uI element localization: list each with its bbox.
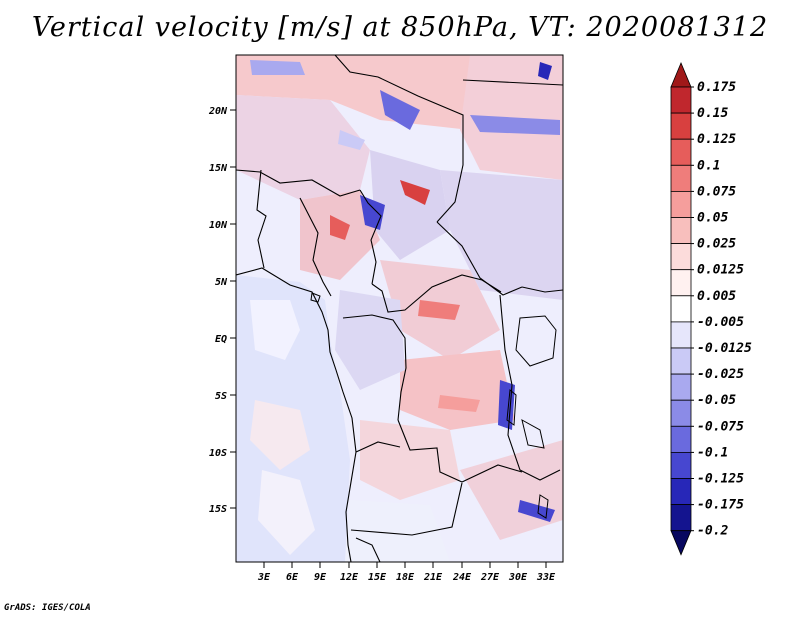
lon-tick-label: 9E xyxy=(314,572,327,583)
lat-axis: 20N 15N 10N 5N EQ 5S 10S 15S xyxy=(208,106,236,515)
colorbar-label: -0.005 xyxy=(697,315,744,330)
colorbar-swatch xyxy=(670,425,692,453)
colorbar-swatch xyxy=(670,451,692,479)
colorbar-swatch xyxy=(670,112,692,140)
colorbar-swatch xyxy=(670,138,692,166)
lon-tick-label: 33E xyxy=(536,572,556,583)
colorbar-label: 0.025 xyxy=(697,237,736,252)
colorbar: 0.175 0.15 0.125 0.1 0.075 0.05 0.025 0.0125 0.0… xyxy=(670,61,752,556)
colorbar-label: 0.005 xyxy=(697,289,736,304)
colorbar-swatch xyxy=(670,295,692,323)
colorbar-label: 0.125 xyxy=(697,132,736,147)
lat-tick-label: 10N xyxy=(209,220,228,231)
velocity-field xyxy=(236,55,563,562)
lat-tick-label: 5N xyxy=(215,277,228,288)
political-boundaries xyxy=(236,55,563,562)
colorbar-swatch xyxy=(670,164,692,192)
colorbar-label: -0.0125 xyxy=(697,341,752,356)
lon-tick-label: 21E xyxy=(423,572,443,583)
colorbar-swatch xyxy=(670,504,692,532)
lon-tick-label: 27E xyxy=(480,572,500,583)
colorbar-swatch xyxy=(670,478,692,506)
colorbar-label: 0.0125 xyxy=(697,263,744,278)
map-frame xyxy=(235,54,564,563)
lon-tick-label: 18E xyxy=(396,572,415,583)
lat-tick-label: 5S xyxy=(215,391,227,402)
lon-axis: 3E 6E 9E 12E 15E 18E 21E 24E 27E 30E 33E xyxy=(257,562,556,583)
colorbar-swatch xyxy=(670,243,692,271)
grads-credit: GrADS: IGES/COLA xyxy=(4,603,91,613)
lon-tick-label: 3E xyxy=(257,572,271,583)
lat-tick-label: 20N xyxy=(208,106,228,117)
lat-tick-label: EQ xyxy=(215,334,227,345)
colorbar-swatch xyxy=(670,86,692,114)
colorbar-swatch xyxy=(670,61,692,88)
colorbar-label: 0.075 xyxy=(697,184,736,199)
colorbar-swatch xyxy=(670,269,692,297)
colorbar-label: -0.075 xyxy=(697,419,744,434)
colorbar-label: -0.125 xyxy=(697,472,744,487)
lat-tick-label: 10S xyxy=(209,448,227,459)
colorbar-label: 0.1 xyxy=(697,158,720,173)
colorbar-label: -0.175 xyxy=(697,498,744,513)
colorbar-label: -0.1 xyxy=(697,445,728,460)
colorbar-label: 0.175 xyxy=(697,80,736,95)
lat-tick-label: 15N xyxy=(209,163,228,174)
colorbar-swatch xyxy=(670,373,692,401)
lakes xyxy=(310,292,557,519)
lon-tick-label: 6E xyxy=(286,572,299,583)
lon-tick-label: 30E xyxy=(508,572,528,583)
lon-tick-label: 12E xyxy=(340,572,359,583)
lon-tick-label: 15E xyxy=(368,572,387,583)
lon-tick-label: 24E xyxy=(452,572,472,583)
chart-title: Vertical velocity [m/s] at 850hPa, VT: 2… xyxy=(31,12,769,43)
colorbar-label: -0.05 xyxy=(697,393,736,408)
lat-tick-label: 15S xyxy=(209,504,227,515)
colorbar-swatch xyxy=(670,217,692,245)
colorbar-swatch xyxy=(670,321,692,349)
colorbar-swatch xyxy=(670,347,692,375)
colorbar-label: -0.025 xyxy=(697,367,744,382)
colorbar-swatch xyxy=(670,190,692,218)
colorbar-label: -0.2 xyxy=(697,524,728,539)
colorbar-label: 0.15 xyxy=(697,106,728,121)
colorbar-swatch xyxy=(670,399,692,427)
colorbar-swatch xyxy=(670,530,692,556)
colorbar-label: 0.05 xyxy=(697,211,728,226)
